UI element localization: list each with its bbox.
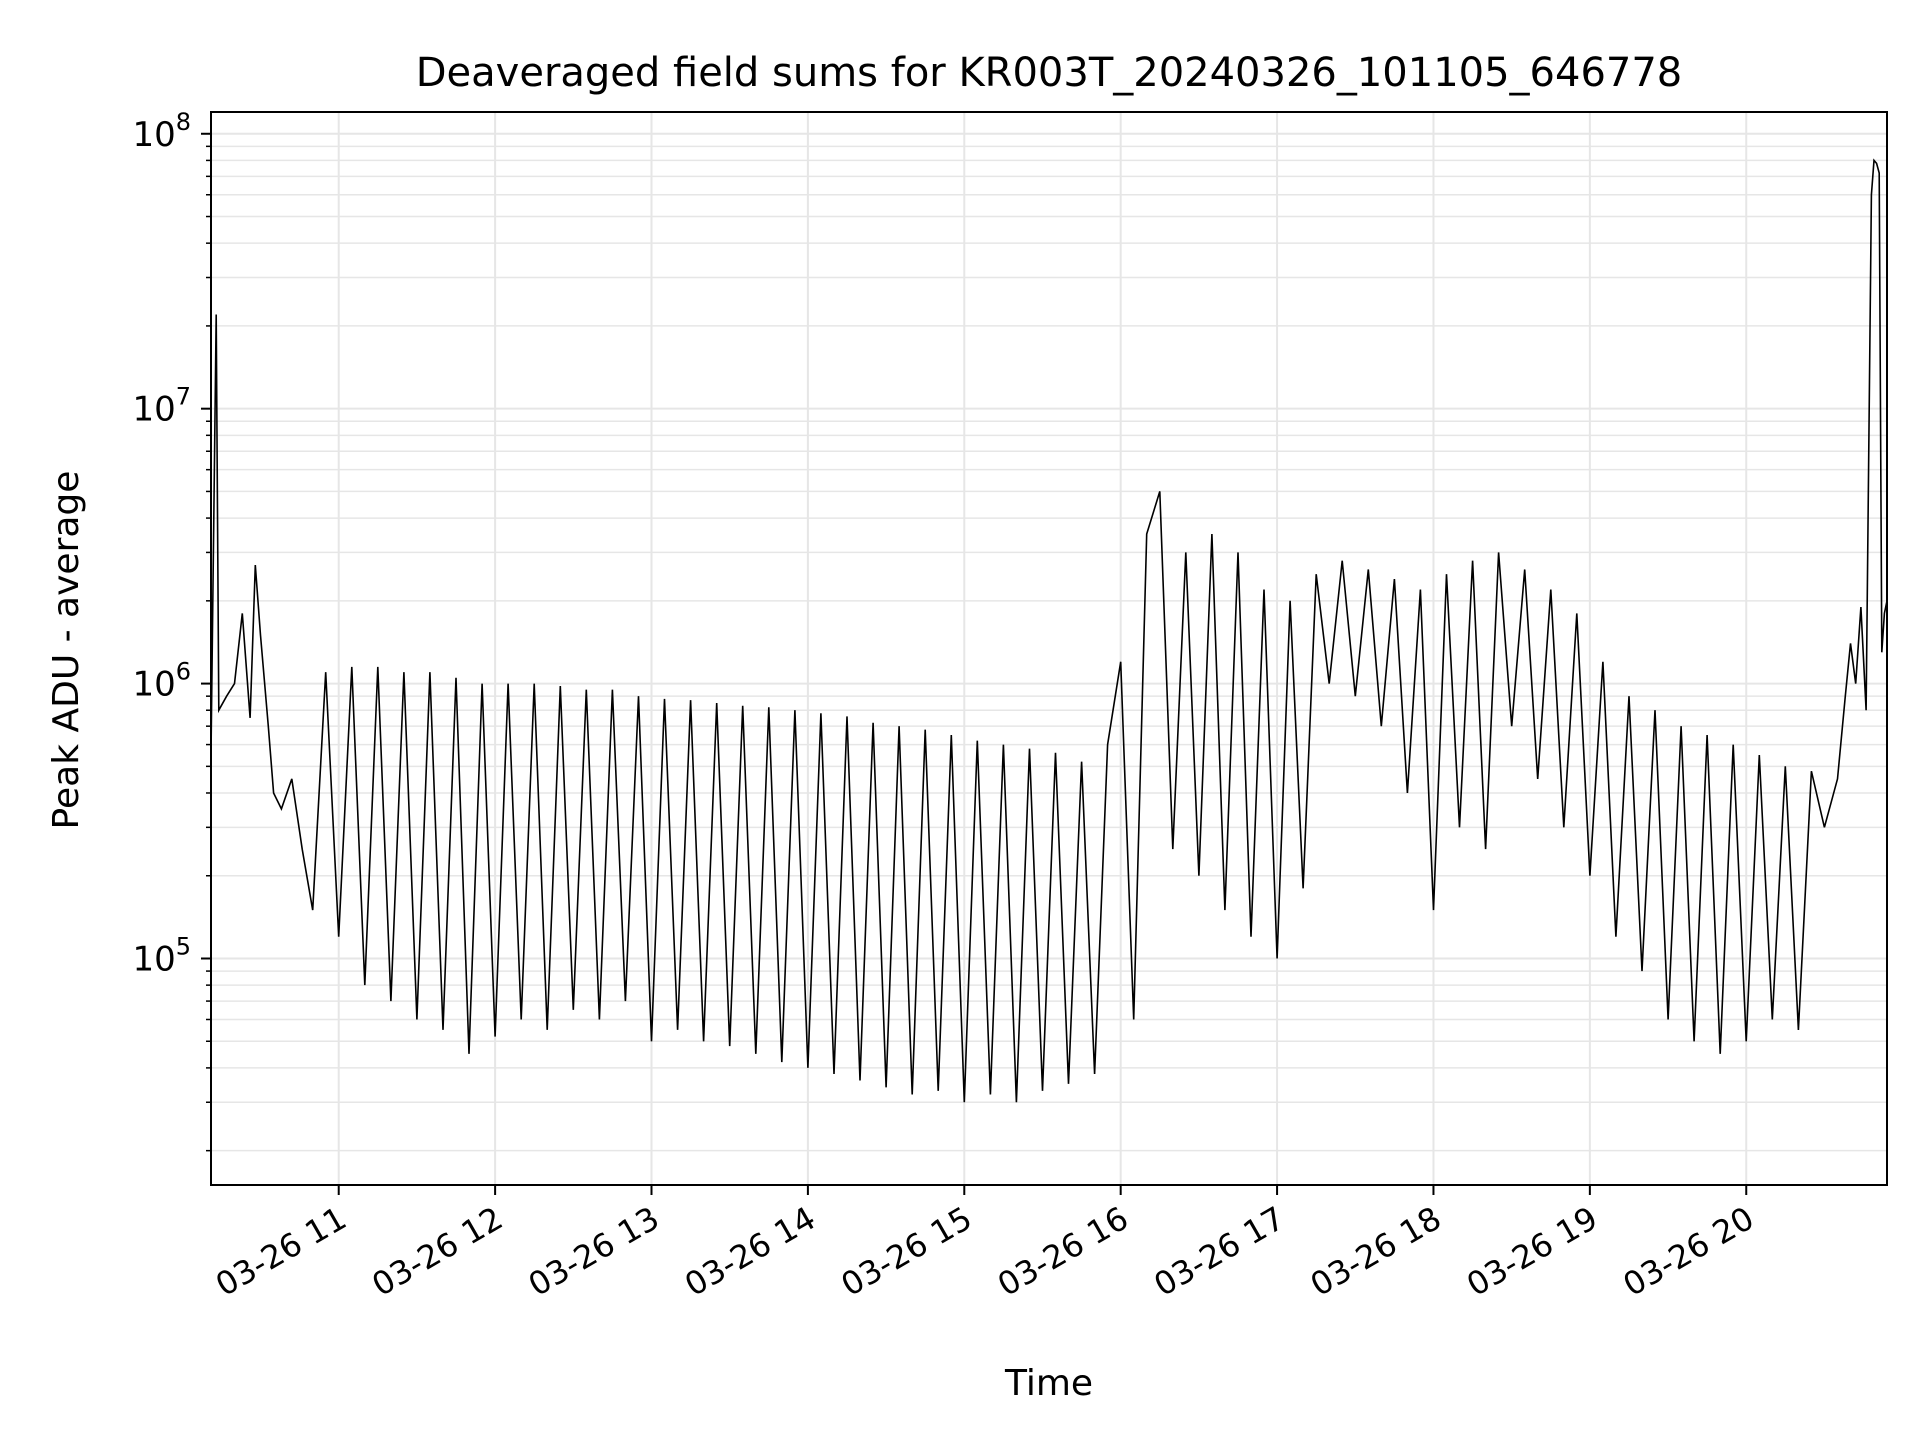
x-axis-label: Time	[1004, 1363, 1093, 1404]
plot-frame	[210, 111, 1888, 1186]
y-tick-label: 105	[132, 932, 191, 979]
y-axis-ticks: 105 106 107 108	[132, 108, 211, 1152]
y-tick-label: 107	[132, 383, 191, 430]
y-tick-label: 108	[132, 108, 191, 155]
data-series	[210, 158, 1888, 1103]
y-tick-label: 106	[132, 658, 191, 705]
y-axis-label: Peak ADU - average	[46, 471, 87, 830]
chart-title: Deaveraged field sums for KR003T_2024032…	[416, 50, 1683, 96]
series-line-0	[210, 158, 1888, 1103]
grid-lines	[211, 112, 1887, 1185]
